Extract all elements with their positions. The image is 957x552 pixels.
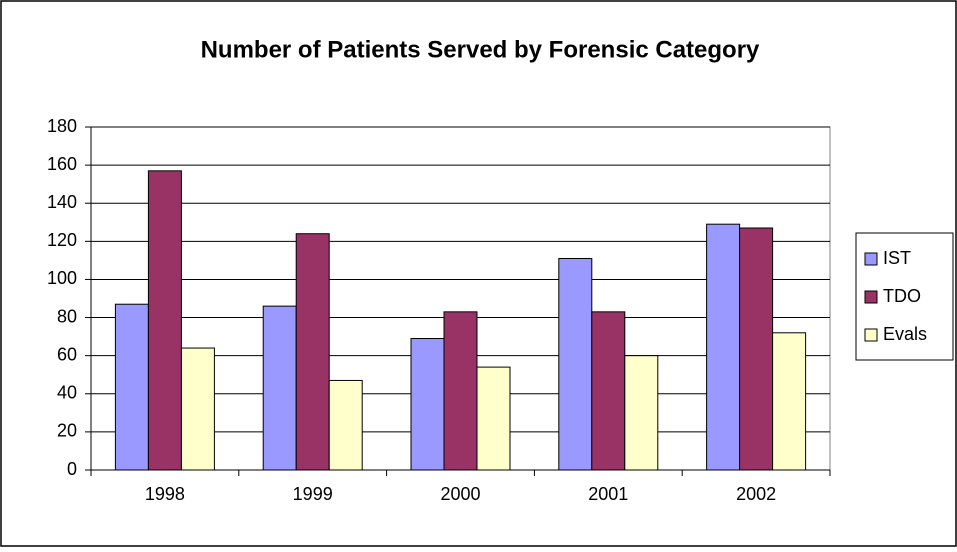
bar [180,347,215,471]
y-tick-label: 20 [57,421,77,441]
bar [147,170,182,471]
bar [591,311,626,471]
x-tick-label: 1999 [293,484,333,504]
y-tick-label: 160 [47,154,77,174]
legend-label: Evals [883,324,927,344]
bar [262,305,297,471]
y-tick-label: 60 [57,344,77,364]
bar [476,366,511,471]
y-tick-label: 180 [47,116,77,136]
legend-swatch [864,328,878,342]
bar [443,311,478,471]
bar [295,233,330,471]
bar [410,338,445,471]
legend-label: IST [883,248,911,268]
y-tick-label: 120 [47,230,77,250]
legend-swatch [864,252,878,266]
bar [328,379,363,471]
y-tick-label: 80 [57,306,77,326]
chart-title: Number of Patients Served by Forensic Ca… [201,36,760,63]
bar [558,257,593,471]
y-tick-label: 0 [67,459,77,479]
bar [739,227,774,471]
y-tick-label: 100 [47,268,77,288]
bar [114,303,149,471]
bar [772,332,807,471]
x-tick-label: 2002 [736,484,776,504]
y-tick-label: 40 [57,383,77,403]
bar [624,355,659,471]
bar [706,223,741,471]
legend-label: TDO [883,286,921,306]
legend-swatch [864,290,878,304]
y-tick-label: 140 [47,192,77,212]
x-tick-label: 2001 [588,484,628,504]
x-tick-label: 1998 [145,484,185,504]
x-tick-label: 2000 [440,484,480,504]
